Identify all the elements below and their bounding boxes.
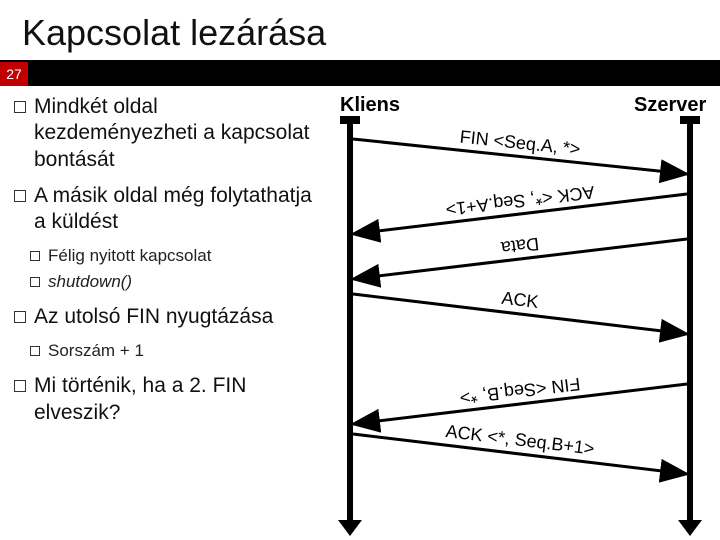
slide: Kapcsolat lezárása 27 Mindkét oldal kezd… (0, 0, 720, 540)
sub-bullet-item: shutdown() (8, 271, 312, 294)
bullet-list: Mindkét oldal kezdeményezheti a kapcsola… (8, 94, 312, 426)
message-label: ACK (500, 288, 539, 313)
bullet-pane: Mindkét oldal kezdeményezheti a kapcsola… (0, 94, 320, 526)
bullet-item: Mindkét oldal kezdeményezheti a kapcsola… (8, 94, 312, 173)
sub-bullet-list: Félig nyitott kapcsolat shutdown() (8, 245, 312, 294)
sub-bullet-item: Félig nyitott kapcsolat (8, 245, 312, 268)
bullet-item: Mi történik, ha a 2. FIN elveszik? (8, 373, 312, 426)
sub-bullet-item: Sorszám + 1 (8, 340, 312, 363)
header-strip: 27 (0, 62, 720, 86)
slide-body: Mindkét oldal kezdeményezheti a kapcsola… (0, 86, 720, 526)
bullet-item: A másik oldal még folytathatja a küldést (8, 183, 312, 236)
sub-bullet-list: Sorszám + 1 (8, 340, 312, 363)
slide-title: Kapcsolat lezárása (0, 0, 720, 60)
message-label: Data (500, 233, 540, 258)
bullet-item: Az utolsó FIN nyugtázása (8, 304, 312, 330)
page-number: 27 (0, 62, 28, 86)
header-strip-fill (28, 62, 720, 86)
sequence-diagram: KliensSzerverFIN <Seq.A, *>ACK <*, Seq.A… (320, 94, 720, 526)
